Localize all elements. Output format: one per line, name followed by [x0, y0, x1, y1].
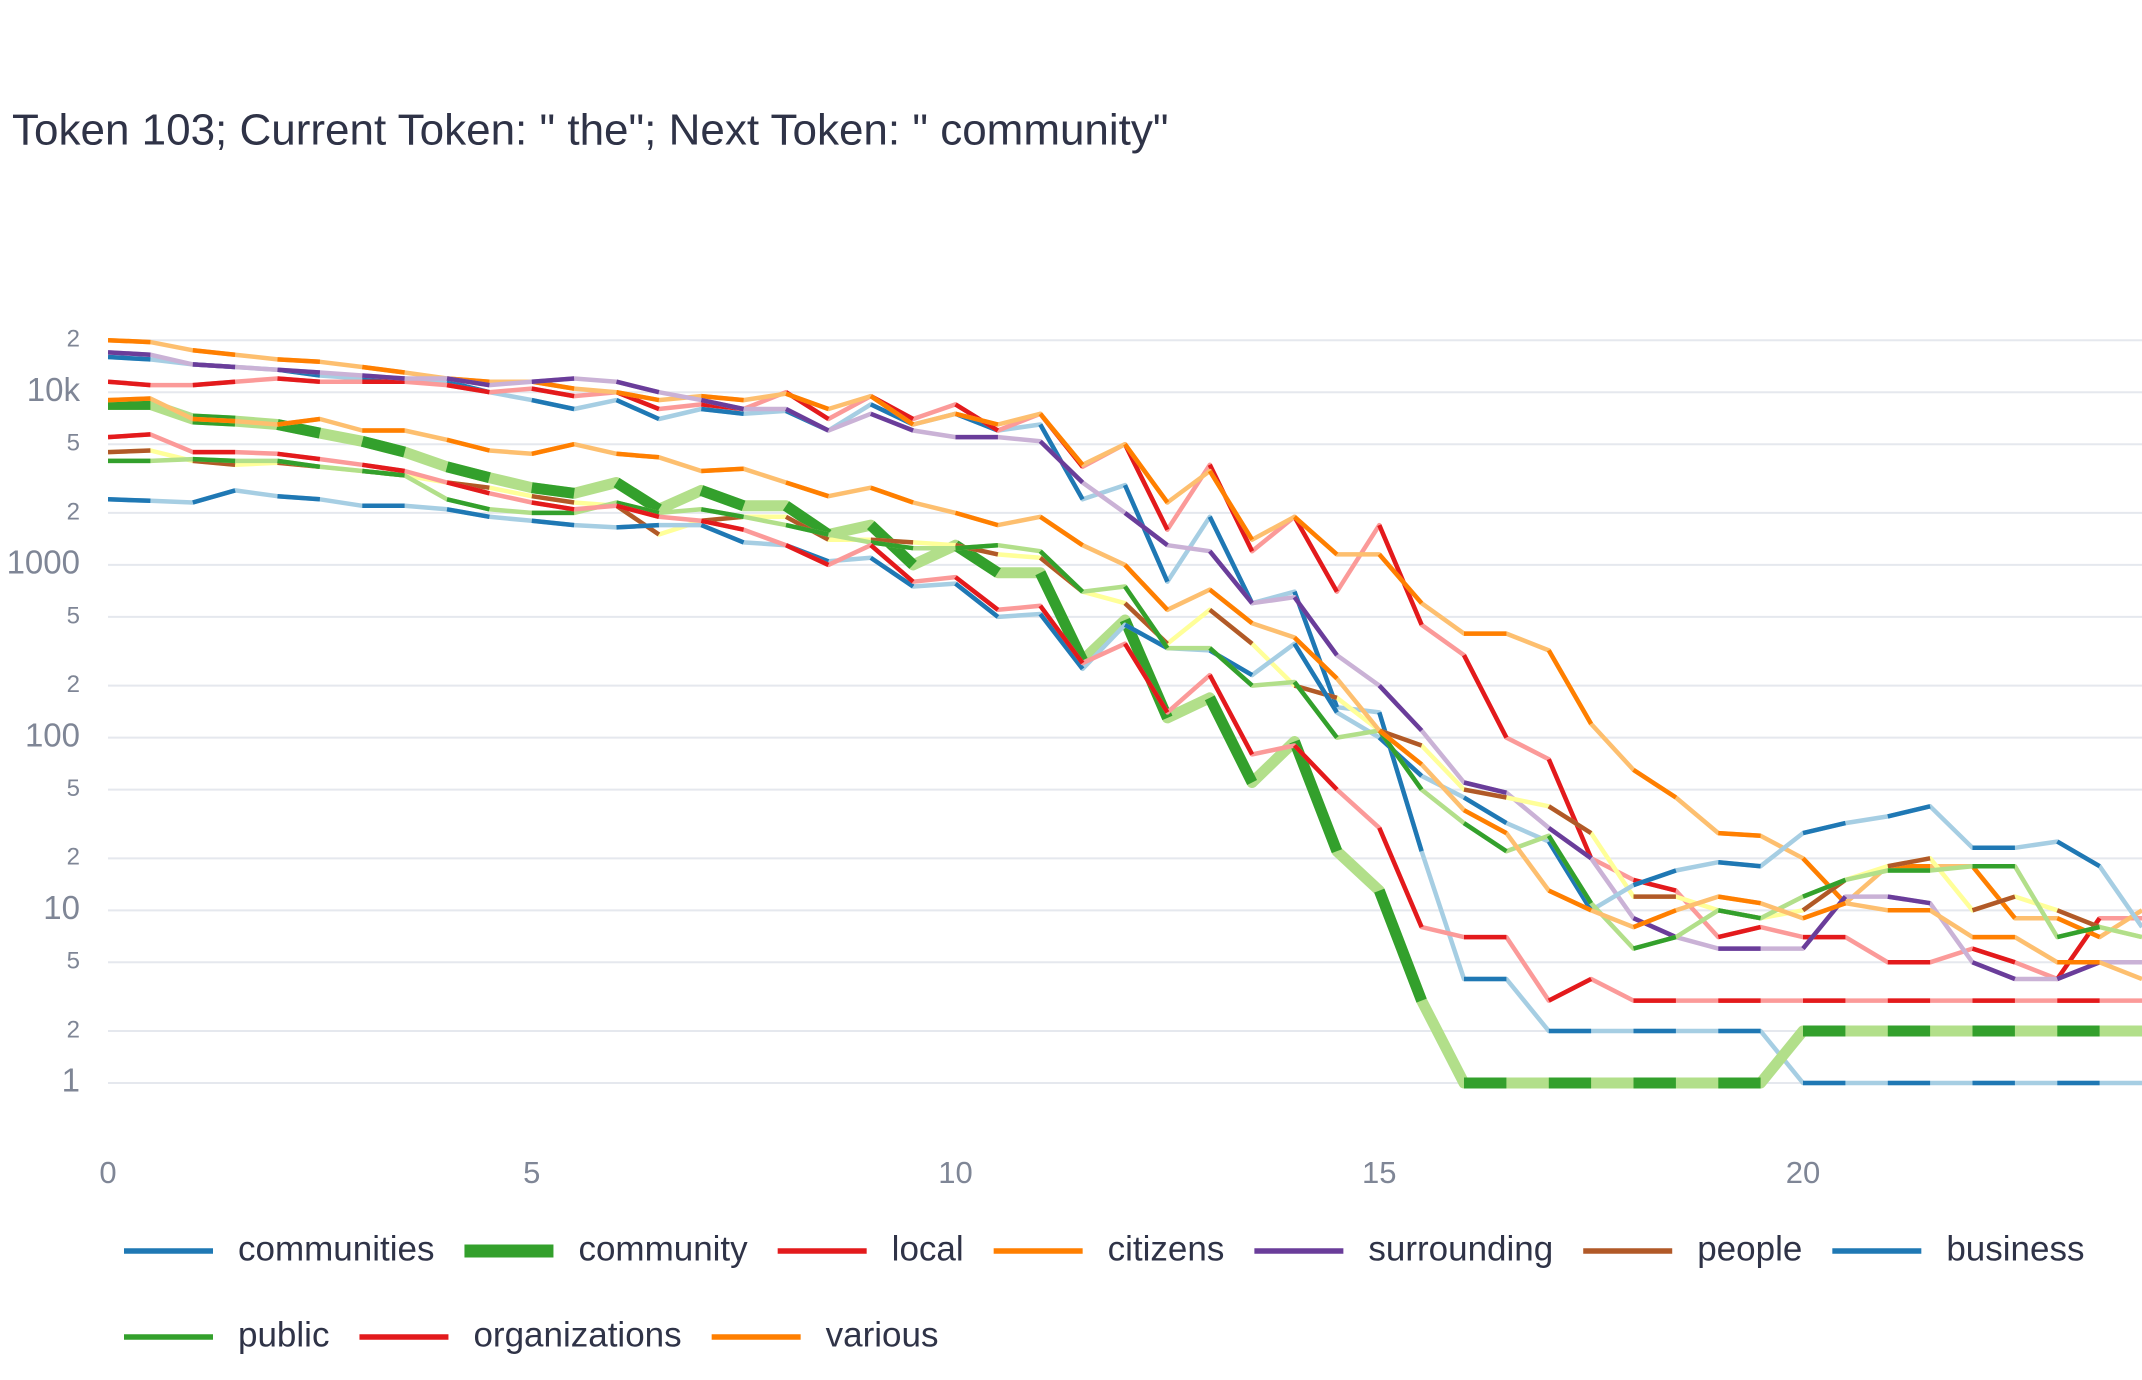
- plot-area: [108, 337, 2142, 1089]
- y-tick-label: 2: [67, 498, 80, 525]
- series-line: [108, 488, 2142, 929]
- y-tick-label: 5: [67, 602, 80, 629]
- legend-label: surrounding: [1368, 1229, 1553, 1268]
- legend-item: public: [124, 1315, 329, 1354]
- legend-label: business: [1946, 1229, 2084, 1268]
- series-line-accent: [108, 350, 2101, 982]
- y-tick-label: 1000: [7, 544, 80, 581]
- y-tick-label: 2: [67, 844, 80, 871]
- series-line-accent: [108, 432, 2100, 1003]
- y-tick-label: 5: [67, 775, 80, 802]
- x-tick-label: 20: [1786, 1155, 1820, 1190]
- legend-label: people: [1697, 1229, 1802, 1268]
- legend-item: communities: [124, 1229, 434, 1268]
- chart-title: Token 103; Current Token: " the"; Next T…: [12, 106, 1169, 155]
- legend-label: community: [578, 1229, 748, 1268]
- legend-item: citizens: [993, 1229, 1225, 1268]
- legend-label: public: [238, 1315, 329, 1354]
- series-line: [108, 354, 2142, 1086]
- series-line: [108, 376, 2142, 982]
- series-line: [108, 456, 2142, 951]
- y-tick-label: 10: [43, 889, 80, 926]
- legend-item: surrounding: [1254, 1229, 1553, 1268]
- x-tick-label: 15: [1362, 1155, 1396, 1190]
- legend-item: local: [777, 1229, 964, 1268]
- series-line-accent: [108, 396, 2100, 965]
- y-tick-label: 1: [62, 1062, 80, 1099]
- legend-item: organizations: [359, 1315, 682, 1354]
- x-tick-label: 5: [523, 1155, 540, 1190]
- legend-item: various: [711, 1315, 939, 1354]
- y-tick-label: 2: [67, 326, 80, 353]
- legend-label: citizens: [1108, 1229, 1225, 1268]
- y-tick-label: 10k: [27, 371, 81, 408]
- legend-label: various: [826, 1315, 939, 1354]
- y-tick-label: 100: [25, 716, 80, 753]
- legend-item: people: [1583, 1229, 1802, 1268]
- series-line: [108, 337, 2142, 940]
- series-line-accent: [108, 456, 2101, 951]
- series-line-accent: [108, 337, 2101, 940]
- x-tick-label: 0: [99, 1155, 116, 1190]
- legend-label: local: [892, 1229, 964, 1268]
- legend-label: communities: [238, 1229, 434, 1268]
- series-line-accent: [108, 376, 2102, 981]
- legend-label: organizations: [473, 1315, 681, 1354]
- x-tick-label: 10: [938, 1155, 972, 1190]
- y-tick-label: 5: [67, 430, 80, 457]
- series-line: [108, 448, 2142, 940]
- y-tick-label: 5: [67, 948, 80, 975]
- series-line: [108, 432, 2142, 1003]
- series-line-accent: [108, 354, 2100, 1086]
- legend-item: business: [1832, 1229, 2084, 1268]
- y-tick-label: 2: [67, 671, 80, 698]
- legend-item: community: [464, 1229, 748, 1268]
- series-line-accent: [108, 398, 2100, 1089]
- y-tick-label: 2: [67, 1016, 80, 1043]
